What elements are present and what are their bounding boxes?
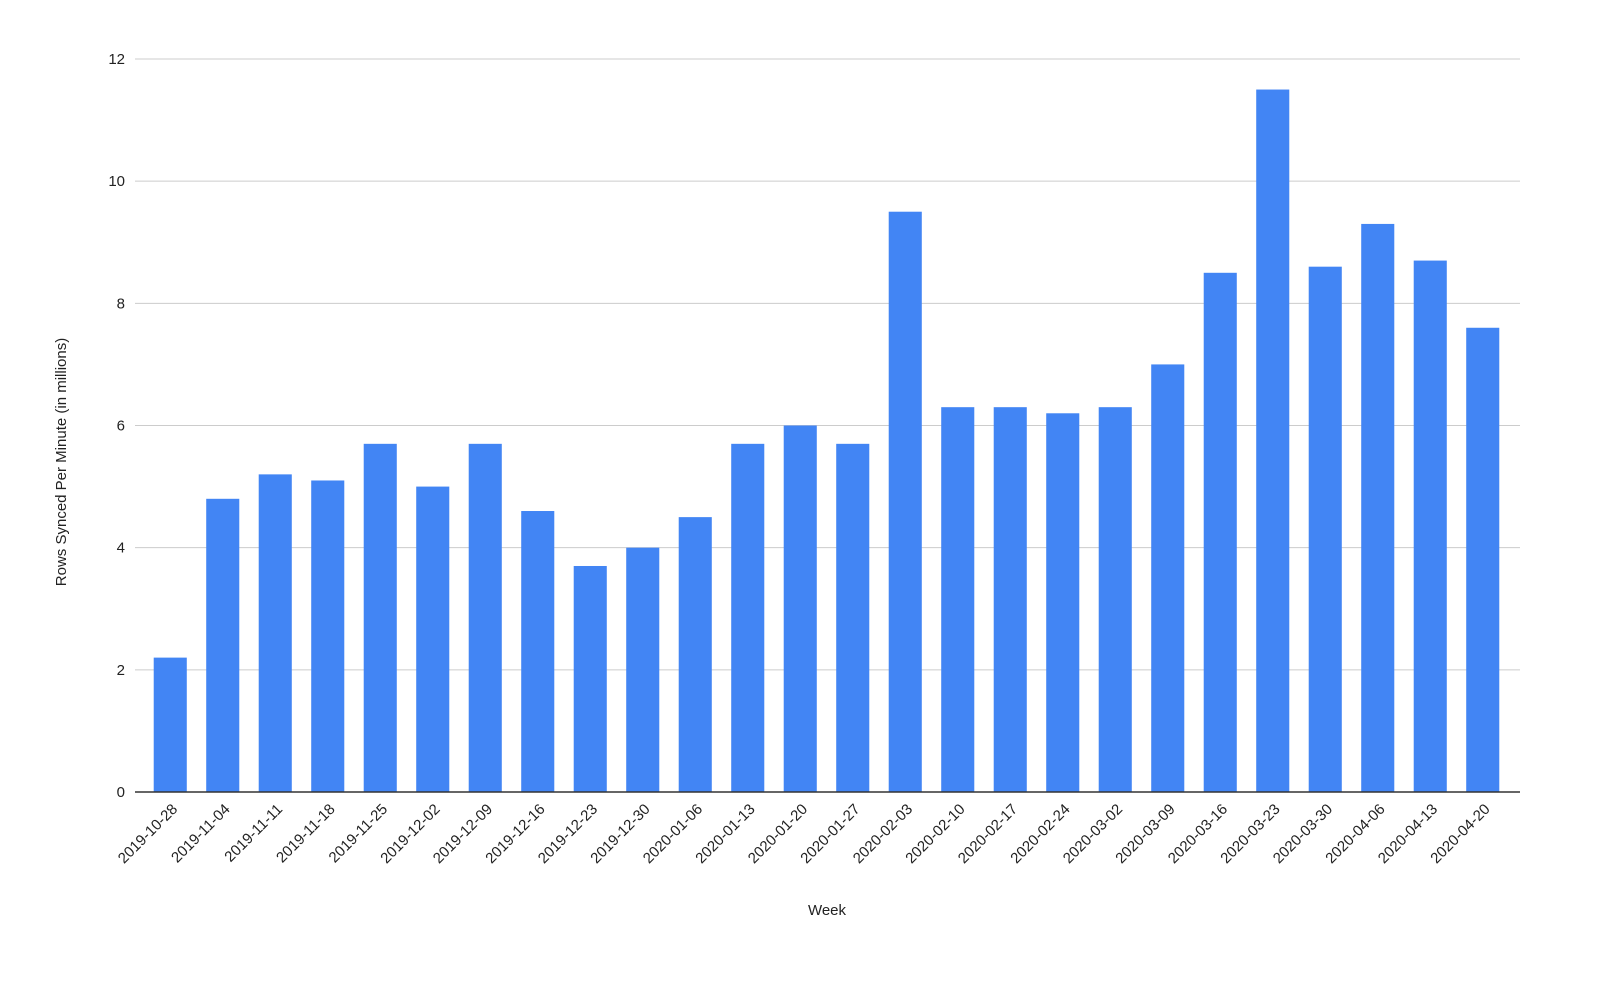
y-tick-label: 6 xyxy=(117,418,125,435)
bar xyxy=(1466,327,1500,792)
bar xyxy=(206,498,240,792)
bar xyxy=(626,547,660,792)
bar xyxy=(416,486,450,792)
bar xyxy=(1256,89,1290,792)
y-tick-label: 2 xyxy=(117,662,125,679)
y-tick-label: 4 xyxy=(117,540,125,557)
y-tick-label: 8 xyxy=(117,295,125,312)
bar xyxy=(1046,413,1080,792)
bar xyxy=(678,517,712,792)
bar xyxy=(783,425,817,792)
y-tick-label: 12 xyxy=(108,51,125,68)
bar xyxy=(573,565,607,792)
bar xyxy=(521,511,555,792)
bar xyxy=(941,407,975,792)
bar xyxy=(1308,266,1342,792)
bar xyxy=(731,443,765,792)
bar xyxy=(468,443,502,792)
bar xyxy=(363,443,397,792)
bar xyxy=(311,480,345,792)
bar xyxy=(258,474,292,792)
y-tick-label: 10 xyxy=(108,173,125,190)
bar xyxy=(1413,260,1447,792)
y-axis-label: Rows Synced Per Minute (in millions) xyxy=(53,338,70,586)
y-tick-label: 0 xyxy=(117,784,125,801)
bar xyxy=(836,443,870,792)
bar xyxy=(1151,364,1185,792)
bar xyxy=(1203,272,1237,793)
bar xyxy=(1361,223,1395,793)
bar xyxy=(993,407,1027,792)
bar xyxy=(153,657,187,792)
x-axis-label: Week xyxy=(808,902,847,919)
bar xyxy=(888,211,922,793)
bar xyxy=(1098,407,1132,792)
